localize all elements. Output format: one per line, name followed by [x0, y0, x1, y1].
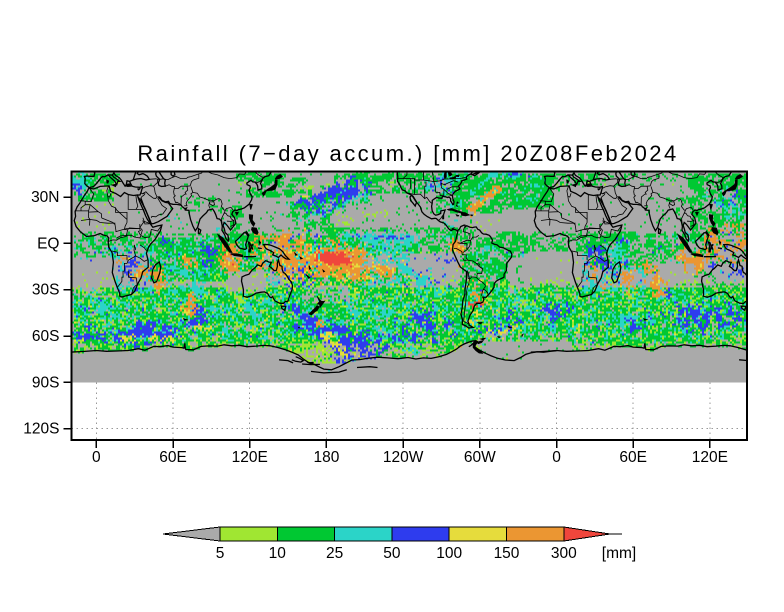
- svg-text:10: 10: [269, 545, 287, 562]
- svg-text:5: 5: [216, 545, 225, 562]
- svg-text:0: 0: [92, 449, 101, 466]
- svg-text:120S: 120S: [23, 421, 59, 438]
- svg-text:30N: 30N: [31, 189, 59, 206]
- svg-text:60S: 60S: [32, 328, 60, 345]
- svg-text:EQ: EQ: [37, 235, 59, 252]
- svg-text:120E: 120E: [232, 449, 268, 466]
- svg-text:150: 150: [494, 545, 520, 562]
- svg-text:60E: 60E: [619, 449, 647, 466]
- svg-text:50: 50: [383, 545, 401, 562]
- svg-text:[mm]: [mm]: [602, 545, 636, 562]
- svg-text:25: 25: [326, 545, 343, 562]
- svg-text:60E: 60E: [159, 449, 187, 466]
- svg-text:0: 0: [552, 449, 561, 466]
- svg-text:Rainfall (7−day accum.) [mm] 2: Rainfall (7−day accum.) [mm] 20Z08Feb202…: [137, 141, 678, 166]
- svg-text:60W: 60W: [464, 449, 496, 466]
- svg-text:120E: 120E: [692, 449, 728, 466]
- svg-text:90S: 90S: [32, 374, 60, 391]
- svg-text:100: 100: [436, 545, 462, 562]
- svg-text:300: 300: [551, 545, 577, 562]
- svg-text:180: 180: [313, 449, 339, 466]
- svg-text:120W: 120W: [383, 449, 424, 466]
- svg-text:30S: 30S: [32, 282, 60, 299]
